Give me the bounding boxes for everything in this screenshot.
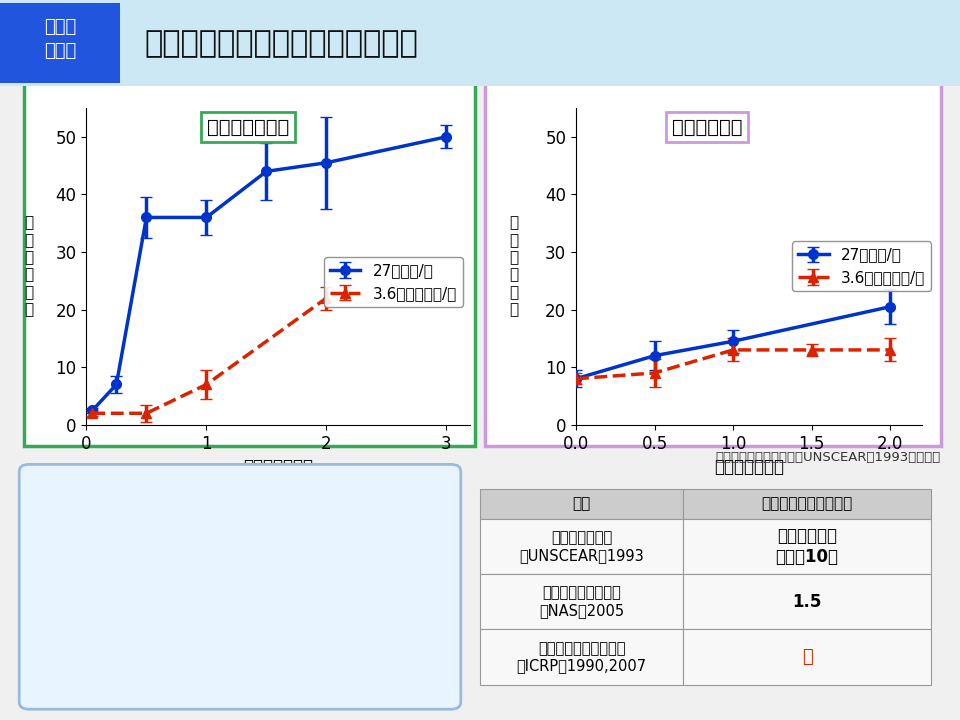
Legend: 27グレイ/時, 3.6ミリグレイ/時: 27グレイ/時, 3.6ミリグレイ/時 — [324, 257, 463, 307]
Legend: 27グレイ/時, 3.6ミリグレイ/時: 27グレイ/時, 3.6ミリグレイ/時 — [792, 241, 931, 292]
Text: マウス乳がん: マウス乳がん — [672, 117, 743, 137]
X-axis label: 線量（グレイ）: 線量（グレイ） — [244, 458, 313, 476]
Text: ＝: ＝ — [58, 586, 76, 615]
Text: がん・
白血病: がん・ 白血病 — [44, 18, 77, 60]
Y-axis label: 発
症
率
（
％
）: 発 症 率 （ ％ ） — [509, 215, 518, 318]
Y-axis label: 発
症
率
（
％
）: 発 症 率 （ ％ ） — [24, 215, 34, 318]
Text: 低線量率被ばくの発がんへの影響: 低線量率被ばくの発がんへの影響 — [144, 29, 418, 58]
Text: 線量・線量率効果係数: 線量・線量率効果係数 — [224, 637, 341, 657]
FancyBboxPatch shape — [0, 4, 120, 83]
Text: 高線量・高線量率のリスク: 高線量・高線量率のリスク — [212, 540, 352, 559]
X-axis label: 線量（グレイ）: 線量（グレイ） — [714, 458, 783, 476]
Text: 出典：国連科学委員会（UNSCEAR）1993より作成: 出典：国連科学委員会（UNSCEAR）1993より作成 — [715, 451, 941, 464]
Text: マウス卵巣腫瘍: マウス卵巣腫瘍 — [206, 117, 289, 137]
Text: 低線量・低線量率のリスク: 低線量・低線量率のリスク — [150, 501, 330, 525]
